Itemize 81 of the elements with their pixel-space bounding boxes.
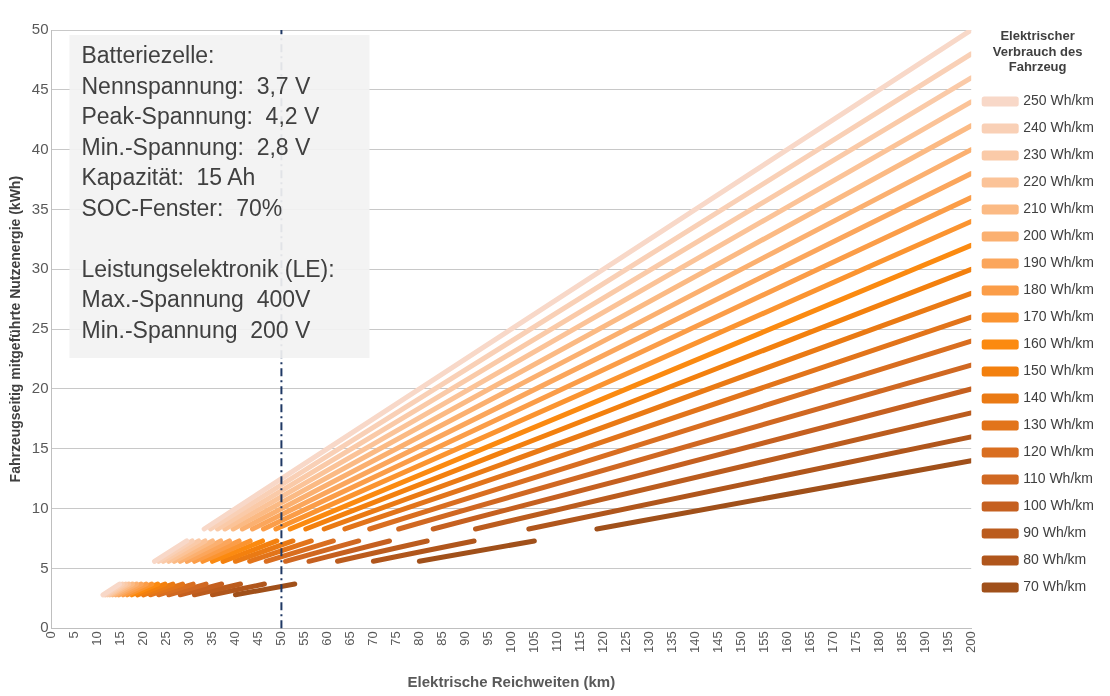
legend-label: 100 Wh/km	[1023, 497, 1095, 514]
x-tick-label: 195	[939, 631, 955, 654]
x-tick-label: 10	[89, 631, 105, 646]
x-tick-label: 55	[295, 631, 311, 646]
legend-label: 240 Wh/km	[1023, 119, 1095, 136]
x-tick-label: 35	[204, 631, 220, 646]
x-tick-label: 160	[778, 631, 794, 654]
x-tick-label: 95	[479, 631, 495, 646]
x-tick-label: 120	[594, 631, 610, 654]
annotation: Peak-Spannung: 4,2 V	[81, 103, 320, 130]
x-tick-label: 115	[571, 631, 587, 653]
y-tick-label: 5	[40, 558, 49, 576]
x-tick-label: 100	[502, 631, 518, 654]
annotation: Min.-Spannung: 2,8 V	[81, 133, 312, 160]
x-tick-label: 20	[135, 631, 151, 646]
x-tick-label: 125	[617, 631, 633, 654]
legend-label: 170 Wh/km	[1023, 308, 1095, 325]
x-tick-label: 165	[801, 631, 817, 654]
legend-label: 70 Wh/km	[1023, 578, 1087, 595]
x-axis-title: Elektrische Reichweiten (km)	[407, 673, 616, 691]
x-tick-label: 170	[824, 631, 840, 654]
y-tick-label: 15	[31, 438, 49, 456]
legend-label: 150 Wh/km	[1023, 362, 1095, 379]
x-tick-label: 150	[732, 631, 748, 654]
x-tick-label: 50	[272, 631, 288, 646]
x-tick-label: 110	[548, 631, 564, 653]
x-tick-label: 135	[663, 631, 679, 654]
x-tick-label: 75	[387, 631, 403, 646]
x-tick-label: 45	[250, 631, 265, 646]
legend-title: Elektrischer Verbrauch des Fahrzeug	[992, 28, 1083, 75]
legend-label: 90 Wh/km	[1023, 524, 1087, 541]
legend-label: 200 Wh/km	[1023, 227, 1095, 244]
x-tick-label: 5	[66, 631, 82, 639]
x-tick-label: 85	[433, 631, 449, 646]
legend-label: 220 Wh/km	[1023, 173, 1095, 190]
x-tick-label: 65	[341, 631, 357, 646]
x-tick-label: 30	[181, 631, 197, 646]
legend-label: 140 Wh/km	[1023, 389, 1095, 406]
legend-label: 190 Wh/km	[1023, 254, 1095, 271]
x-tick-label: 175	[847, 631, 863, 654]
annotation: Min.-Spannung 200 V	[81, 316, 312, 343]
legend-label: 120 Wh/km	[1023, 443, 1095, 460]
x-tick-label: 130	[640, 631, 656, 654]
legend-label: 210 Wh/km	[1023, 200, 1095, 217]
x-tick-label: 40	[227, 631, 243, 646]
y-axis-title: Fahrzeugseitig mitgeführte Nutzenergie (kWh)	[7, 175, 24, 483]
legend-label: 130 Wh/km	[1023, 416, 1095, 433]
legend-label: 110 Wh/km	[1023, 470, 1093, 487]
x-tick-label: 190	[916, 631, 932, 654]
x-tick-label: 80	[410, 631, 426, 646]
annotation: Kapazität: 15 Ah	[81, 164, 256, 191]
y-tick-label: 40	[31, 139, 49, 157]
annotation: Nennspannung: 3,7 V	[81, 72, 312, 99]
y-tick-label: 30	[31, 259, 49, 277]
y-tick-label: 35	[31, 199, 49, 217]
x-tick-label: 155	[755, 631, 771, 654]
annotation: SOC-Fenster: 70%	[81, 194, 283, 221]
annotation: Batteriezelle:	[81, 42, 215, 69]
y-tick-label: 50	[31, 20, 49, 38]
legend-label: 230 Wh/km	[1023, 146, 1095, 163]
x-tick-label: 185	[893, 631, 909, 654]
y-tick-label: 25	[31, 319, 49, 337]
x-tick-label: 25	[158, 631, 174, 646]
annotation: Max.-Spannung 400V	[81, 286, 312, 313]
x-tick-label: 180	[870, 631, 886, 654]
y-tick-label: 45	[31, 79, 49, 97]
y-tick-label: 10	[31, 498, 49, 516]
x-tick-label: 70	[364, 631, 380, 646]
x-tick-label: 15	[112, 631, 128, 646]
x-tick-label: 105	[525, 631, 541, 654]
legend-label: 250 Wh/km	[1023, 92, 1095, 109]
x-tick-label: 200	[962, 631, 978, 654]
legend-label: 80 Wh/km	[1023, 551, 1087, 568]
x-tick-label: 140	[686, 631, 702, 654]
x-tick-label: 145	[709, 631, 725, 654]
legend-label: 160 Wh/km	[1023, 335, 1095, 352]
y-tick-label: 20	[31, 379, 49, 397]
annotation: Leistungselektronik (LE):	[81, 255, 335, 282]
x-tick-label: 60	[318, 631, 334, 646]
x-tick-label: 90	[456, 631, 472, 646]
legend-label: 180 Wh/km	[1023, 281, 1095, 298]
